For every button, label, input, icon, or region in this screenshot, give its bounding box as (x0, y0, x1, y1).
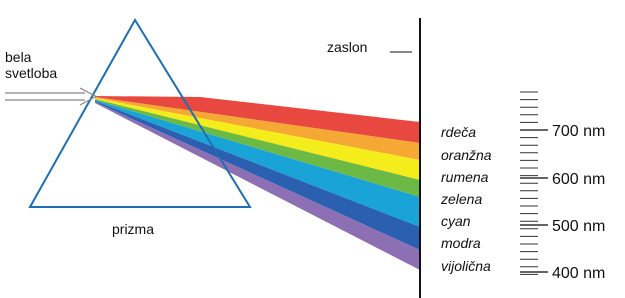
wavelength-label: 400 nm (552, 265, 605, 282)
wavelength-label: 700 nm (552, 123, 605, 140)
color-label: vijolična (441, 258, 491, 274)
light-label: svetloba (5, 65, 57, 81)
color-label: zelena (440, 191, 482, 207)
wavelength-label: 600 nm (552, 171, 605, 188)
diagram: bela svetloba zaslon prizma rdeča oranžn… (0, 0, 625, 298)
color-label: oranžna (441, 147, 492, 163)
light-label: bela (5, 49, 32, 65)
spectrum (95, 96, 420, 270)
color-label: modra (441, 235, 481, 251)
prism-label: prizma (112, 221, 154, 237)
scale (520, 92, 548, 274)
light-arrow (5, 88, 96, 105)
screen-label: zaslon (327, 39, 367, 55)
wavelength-label: 500 nm (552, 218, 605, 235)
color-label: cyan (441, 213, 471, 229)
color-label: rumena (441, 169, 489, 185)
color-label: rdeča (441, 124, 476, 140)
